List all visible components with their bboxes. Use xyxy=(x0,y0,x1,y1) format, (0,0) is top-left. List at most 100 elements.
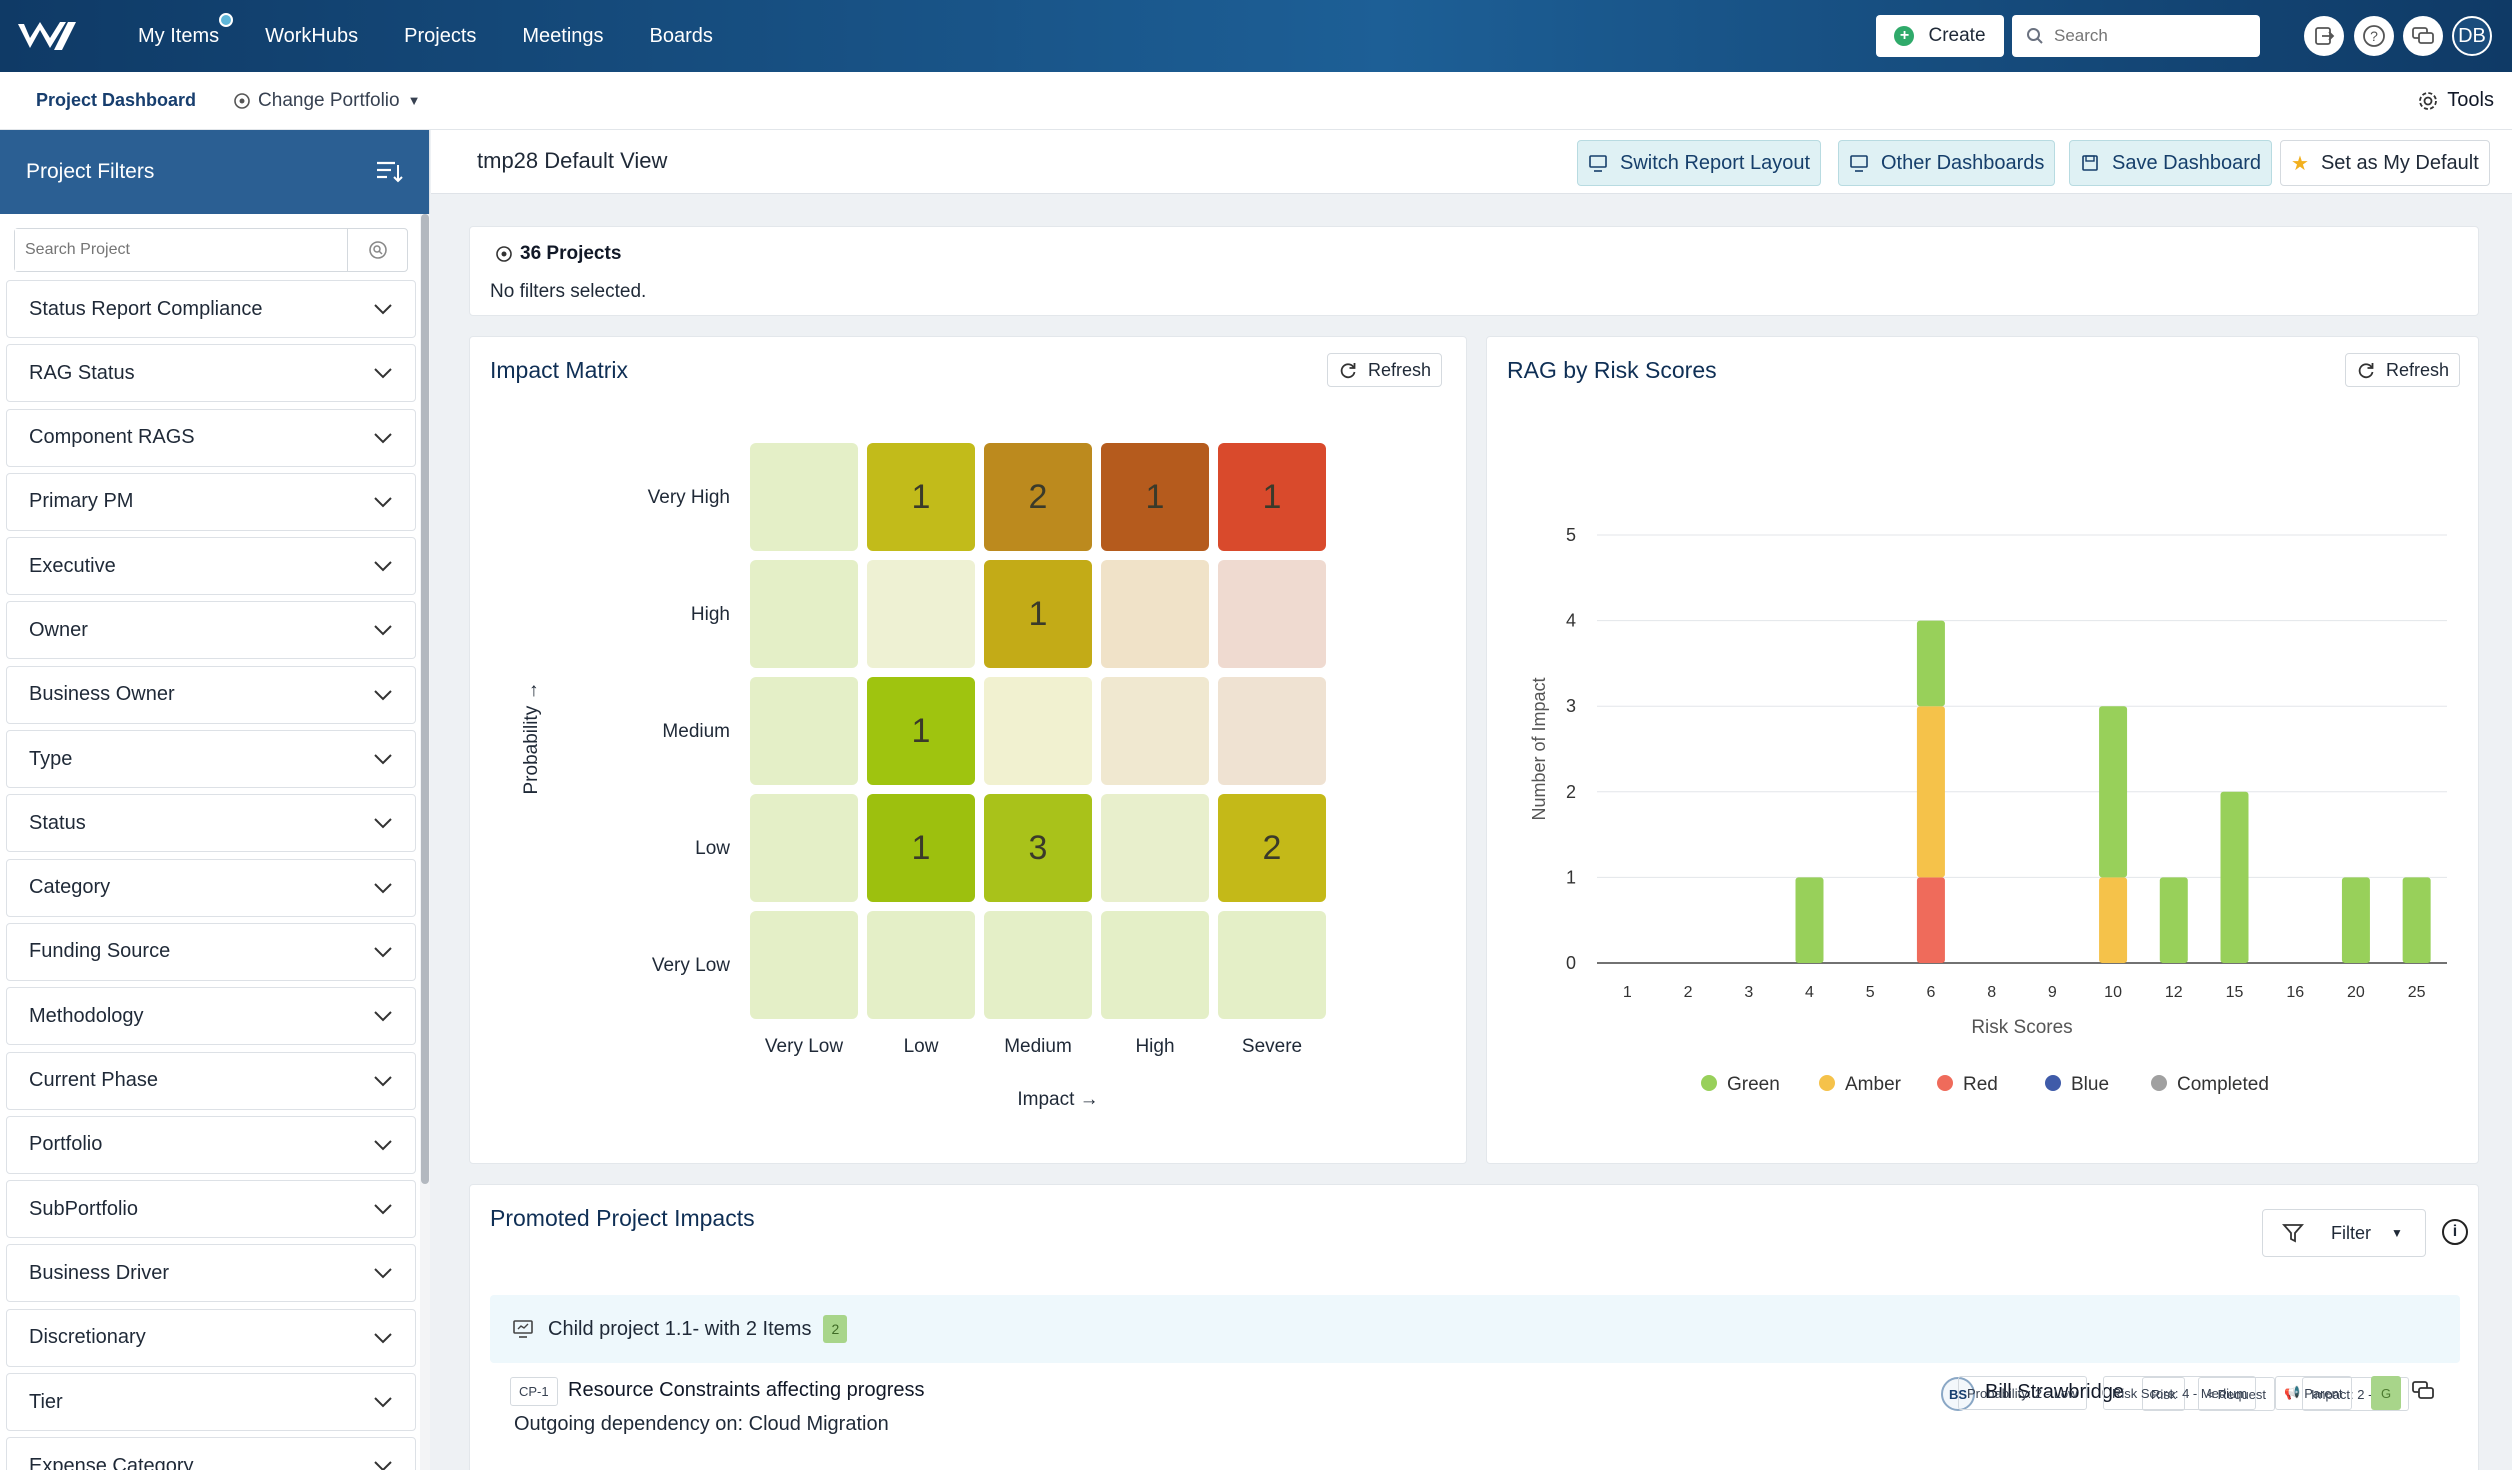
filter-item[interactable]: Owner xyxy=(6,601,416,660)
matrix-cell[interactable]: 3 xyxy=(984,794,1092,902)
legend-label[interactable]: Completed xyxy=(2177,1074,2269,1095)
filter-item[interactable]: Status xyxy=(6,794,416,853)
matrix-cell[interactable] xyxy=(750,911,858,1019)
other-dashboards-button[interactable]: Other Dashboards xyxy=(1838,140,2056,186)
matrix-cell[interactable]: 2 xyxy=(1218,794,1326,902)
matrix-cell[interactable] xyxy=(984,677,1092,785)
sidebar-header: Project Filters xyxy=(0,130,429,214)
create-button[interactable]: + Create xyxy=(1876,15,2004,57)
filter-item[interactable]: Executive xyxy=(6,537,416,596)
legend-label[interactable]: Blue xyxy=(2071,1074,2109,1095)
filter-item[interactable]: Category xyxy=(6,858,416,917)
matrix-cell[interactable] xyxy=(1101,677,1209,785)
filter-item[interactable]: Funding Source xyxy=(6,922,416,981)
filter-item[interactable]: Component RAGS xyxy=(6,408,416,467)
filter-item[interactable]: Status Report Compliance xyxy=(6,280,416,338)
x-tick-label: 8 xyxy=(1987,984,1996,1001)
filter-item[interactable]: Business Driver xyxy=(6,1244,416,1303)
legend-label[interactable]: Green xyxy=(1727,1074,1780,1095)
impact-item-row[interactable]: CP-1 Resource Constraints affecting prog… xyxy=(490,1367,2460,1447)
matrix-cell[interactable]: 1 xyxy=(1101,443,1209,551)
nav-meetings[interactable]: Meetings xyxy=(522,24,604,47)
matrix-cell[interactable] xyxy=(1218,911,1326,1019)
bar-segment[interactable] xyxy=(1916,620,1945,707)
matrix-cell[interactable] xyxy=(984,911,1092,1019)
bar-segment[interactable] xyxy=(2159,877,2188,963)
filter-item[interactable]: Portfolio xyxy=(6,1115,416,1174)
rag-chart-refresh-button[interactable]: Refresh xyxy=(2345,353,2461,387)
set-as-default-button[interactable]: ★ Set as My Default xyxy=(2280,140,2490,186)
matrix-cell[interactable]: 1 xyxy=(867,794,975,902)
help-icon[interactable]: ? xyxy=(2354,16,2394,56)
bar-segment[interactable] xyxy=(1916,706,1945,878)
impact-group-row[interactable]: Child project 1.1- with 2 Items 2 xyxy=(490,1295,2460,1363)
rag-badge: G xyxy=(2371,1376,2401,1410)
nav-projects[interactable]: Projects xyxy=(404,24,477,47)
chip-request: < Request xyxy=(2198,1377,2276,1411)
filter-item[interactable]: Business Owner xyxy=(6,665,416,724)
filter-item[interactable]: Discretionary xyxy=(6,1308,416,1367)
nav-workhubs[interactable]: WorkHubs xyxy=(265,24,359,47)
matrix-cell[interactable] xyxy=(867,911,975,1019)
bar-segment[interactable] xyxy=(2402,877,2431,963)
legend-label[interactable]: Amber xyxy=(1845,1074,1902,1095)
nav-boards[interactable]: Boards xyxy=(649,24,713,47)
chat-icon[interactable] xyxy=(2403,16,2443,56)
bar-segment[interactable] xyxy=(2220,791,2249,963)
logout-icon[interactable] xyxy=(2304,16,2344,56)
bar-segment[interactable] xyxy=(2099,706,2128,878)
item-title[interactable]: Resource Constraints affecting progress xyxy=(568,1379,925,1401)
project-search-button[interactable] xyxy=(347,229,407,271)
matrix-cell[interactable]: 2 xyxy=(984,443,1092,551)
dashboard-header: tmp28 Default View Switch Report Layout … xyxy=(431,130,2512,194)
legend-label[interactable]: Red xyxy=(1963,1074,1998,1095)
sort-icon[interactable] xyxy=(375,159,403,185)
filter-item[interactable]: Methodology xyxy=(6,987,416,1046)
matrix-cell[interactable]: 1 xyxy=(1218,443,1326,551)
item-code: CP-1 xyxy=(510,1377,558,1406)
scrollbar-thumb[interactable] xyxy=(421,214,429,1184)
matrix-cell[interactable] xyxy=(750,794,858,902)
info-icon[interactable]: i xyxy=(2442,1219,2468,1245)
project-search-input[interactable] xyxy=(15,229,347,271)
matrix-cell[interactable] xyxy=(750,443,858,551)
bar-segment[interactable] xyxy=(1795,877,1824,963)
x-tick-label: 10 xyxy=(2104,984,2122,1001)
save-dashboard-button[interactable]: Save Dashboard xyxy=(2069,140,2272,186)
matrix-cell[interactable] xyxy=(1218,560,1326,668)
filter-item[interactable]: Type xyxy=(6,730,416,789)
matrix-cell[interactable] xyxy=(1101,794,1209,902)
switch-report-layout-button[interactable]: Switch Report Layout xyxy=(1577,140,1822,186)
filter-item[interactable]: SubPortfolio xyxy=(6,1180,416,1239)
tab-project-dashboard[interactable]: Project Dashboard xyxy=(36,90,197,110)
bar-segment[interactable] xyxy=(2341,877,2370,963)
filter-dropdown[interactable]: Filter ▼ xyxy=(2262,1209,2426,1257)
matrix-cell[interactable] xyxy=(750,677,858,785)
nav-my-items[interactable]: My Items xyxy=(138,12,234,48)
change-portfolio-dropdown[interactable]: Change Portfolio ▼ xyxy=(232,90,420,112)
matrix-cell[interactable] xyxy=(1101,560,1209,668)
filter-item[interactable]: Expense Category xyxy=(6,1437,416,1470)
filter-item[interactable]: Tier xyxy=(6,1373,416,1432)
tools-menu[interactable]: Tools xyxy=(2417,89,2494,112)
global-search[interactable] xyxy=(2012,15,2260,57)
bar-segment[interactable] xyxy=(1916,877,1945,963)
matrix-cell[interactable] xyxy=(750,560,858,668)
filter-item[interactable]: RAG Status xyxy=(6,344,416,403)
matrix-cell[interactable]: 1 xyxy=(984,560,1092,668)
comments-icon[interactable] xyxy=(2411,1380,2435,1407)
matrix-cell[interactable]: 1 xyxy=(867,443,975,551)
sidebar-scrollbar[interactable] xyxy=(420,214,430,1470)
matrix-cell[interactable] xyxy=(1101,911,1209,1019)
matrix-cell[interactable] xyxy=(1218,677,1326,785)
user-avatar[interactable]: DB xyxy=(2452,16,2492,56)
matrix-cell[interactable] xyxy=(867,560,975,668)
bar-segment[interactable] xyxy=(2099,877,2128,963)
filter-item[interactable]: Primary PM xyxy=(6,472,416,531)
x-axis-label: Risk Scores xyxy=(1971,1017,2072,1038)
filter-item[interactable]: Current Phase xyxy=(6,1051,416,1110)
app-logo[interactable] xyxy=(0,0,100,72)
matrix-cell[interactable]: 1 xyxy=(867,677,975,785)
impact-matrix-refresh-button[interactable]: Refresh xyxy=(1327,353,1443,387)
search-input[interactable] xyxy=(2054,26,2244,46)
